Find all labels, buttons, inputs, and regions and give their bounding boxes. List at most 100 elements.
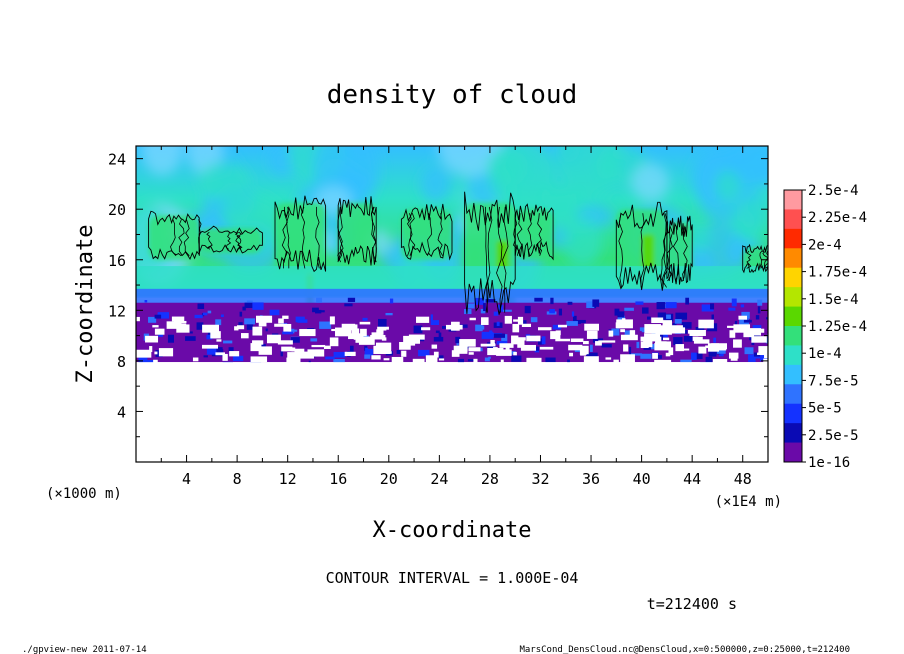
deck-cell bbox=[480, 308, 486, 314]
colorbar-segment bbox=[784, 228, 802, 249]
deck-cell bbox=[297, 319, 308, 323]
x-tick-label: 4 bbox=[182, 470, 191, 488]
cloud-gap bbox=[252, 340, 264, 345]
deck-cell bbox=[666, 314, 671, 319]
contour-streak bbox=[407, 213, 413, 256]
deck-cell bbox=[252, 302, 264, 310]
deck-cell bbox=[315, 309, 322, 314]
deck-cell bbox=[265, 328, 268, 332]
cloud-gap bbox=[453, 345, 468, 354]
cloud-gap bbox=[481, 317, 489, 325]
cloud-gap bbox=[729, 330, 736, 338]
deck-cell bbox=[589, 344, 593, 352]
cloud-gap bbox=[425, 355, 438, 363]
deck-cell bbox=[681, 322, 692, 329]
deck-cell bbox=[766, 338, 768, 344]
cloud-gap bbox=[555, 338, 571, 342]
deck-cell bbox=[232, 355, 244, 362]
colorbar-label: 1e-4 bbox=[808, 346, 842, 362]
deck-cell bbox=[325, 356, 335, 360]
cloud-gap bbox=[662, 320, 672, 327]
cloud-gap bbox=[201, 344, 219, 349]
deck-cell bbox=[464, 309, 472, 315]
cloud-gap bbox=[526, 335, 541, 342]
deck-cell bbox=[378, 318, 387, 327]
colorbar-segment bbox=[784, 306, 802, 327]
contour-streak bbox=[513, 213, 520, 256]
contour-streak bbox=[315, 206, 320, 269]
deck-cell bbox=[650, 344, 658, 350]
cloud-gap bbox=[644, 333, 661, 339]
deck-cell bbox=[167, 334, 174, 343]
cloud-gap bbox=[629, 330, 636, 337]
cloud-gap bbox=[682, 348, 690, 351]
cloud-gap bbox=[149, 346, 153, 353]
contour-streak bbox=[409, 213, 416, 256]
cloud-gap bbox=[705, 345, 719, 349]
colorbar-segment bbox=[784, 403, 802, 424]
deck-cell bbox=[246, 324, 254, 330]
contour-streak bbox=[426, 213, 432, 256]
colorbar-segment bbox=[784, 326, 802, 346]
deck-cell bbox=[541, 336, 546, 345]
cloud-gap bbox=[403, 335, 421, 344]
deck-cell bbox=[537, 338, 544, 345]
deck-cell bbox=[194, 314, 203, 319]
deck-cell bbox=[319, 321, 332, 329]
cloud-gap bbox=[291, 347, 296, 352]
deck-cell bbox=[457, 358, 464, 364]
contour-streak bbox=[485, 206, 489, 313]
deck-cell bbox=[728, 307, 736, 311]
cloud-gap bbox=[331, 328, 343, 332]
y-tick-label: 20 bbox=[108, 201, 126, 219]
colorbar-segment bbox=[784, 287, 802, 307]
contour-line bbox=[464, 191, 516, 315]
deck-cell bbox=[347, 297, 356, 303]
cloud-gap bbox=[698, 319, 714, 329]
cloud-gap bbox=[433, 351, 439, 358]
cloud-gap bbox=[730, 357, 738, 361]
cloud-gap bbox=[499, 343, 514, 348]
sky-blob bbox=[747, 147, 768, 168]
x-axis-label: X-coordinate bbox=[373, 518, 532, 543]
cloud-gap bbox=[283, 323, 292, 332]
cloud-gap bbox=[469, 317, 476, 321]
deck-cell bbox=[647, 316, 651, 320]
cloud-gap bbox=[620, 354, 635, 363]
colorbar-label: 1.5e-4 bbox=[808, 292, 859, 308]
deck-cell bbox=[148, 316, 157, 323]
cloud-gap bbox=[360, 328, 367, 337]
colorbar-segment bbox=[784, 267, 802, 288]
chart-title: density of cloud bbox=[327, 80, 577, 110]
deck-cell bbox=[685, 297, 690, 305]
deck-cell bbox=[475, 324, 483, 332]
deck-cell bbox=[635, 301, 644, 305]
colorbar-segment bbox=[784, 442, 802, 463]
cloud-gap bbox=[438, 358, 445, 361]
cloud-gap bbox=[671, 327, 686, 334]
cloud-gap bbox=[359, 321, 371, 325]
cloud-gap bbox=[660, 325, 668, 334]
deck-cell bbox=[365, 347, 369, 353]
cloud-gap bbox=[281, 346, 293, 352]
sky-blob bbox=[420, 166, 451, 203]
deck-cell bbox=[455, 336, 461, 344]
cloud-gap bbox=[351, 328, 360, 335]
x-tick-label: 40 bbox=[633, 470, 651, 488]
cloud-gap bbox=[258, 346, 272, 355]
cloud-gap bbox=[203, 328, 213, 331]
deck-cell bbox=[481, 325, 485, 330]
deck-cell bbox=[483, 303, 486, 311]
cloud-gap bbox=[383, 358, 390, 361]
x-tick-label: 32 bbox=[531, 470, 549, 488]
cloud-gap bbox=[344, 351, 356, 357]
cloud-gap bbox=[539, 346, 554, 350]
cloud-gap bbox=[655, 336, 662, 346]
sky-blob bbox=[733, 197, 768, 242]
deck-cell bbox=[269, 309, 280, 316]
deck-cell bbox=[683, 335, 693, 342]
cloud-gap bbox=[605, 357, 612, 360]
cloud-gap bbox=[381, 337, 387, 341]
deck-cell bbox=[481, 331, 494, 339]
deck-cell bbox=[484, 357, 490, 362]
